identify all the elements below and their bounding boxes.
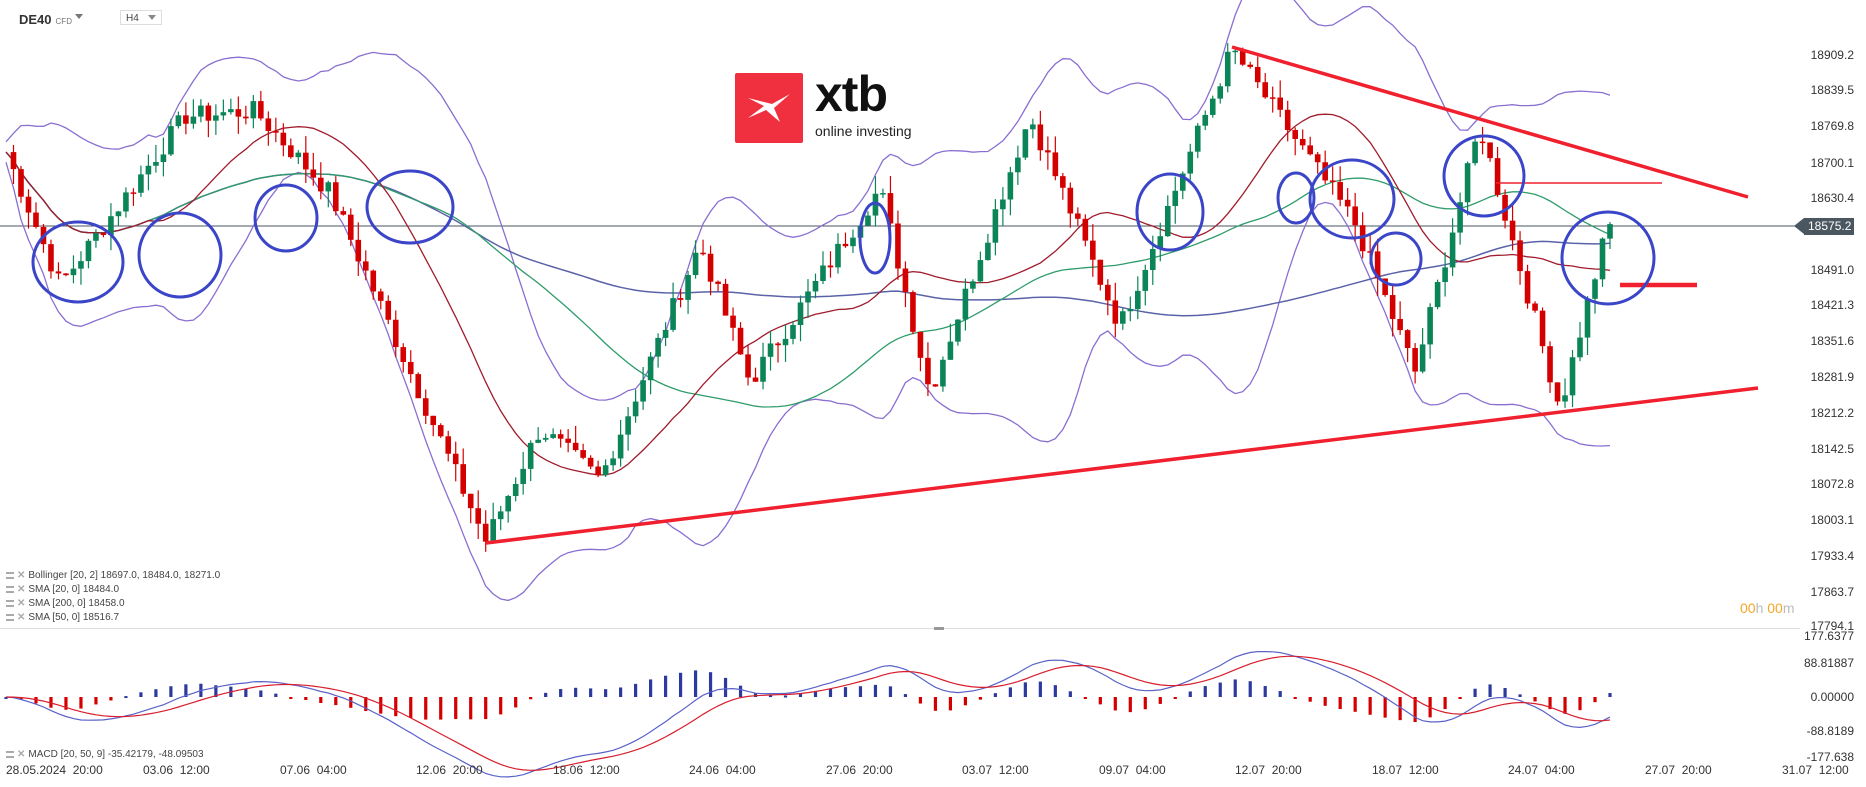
price-axis-label: 18351.6 — [1810, 334, 1854, 348]
time-axis-label: 12.07 20:00 — [1235, 763, 1302, 777]
indicator-legend-sma200: ✕ SMA [200, 0] 18458.0 — [6, 598, 125, 609]
annotation-circle — [858, 201, 892, 275]
price-axis-label: 18142.5 — [1810, 442, 1854, 456]
annotation-circle — [1135, 172, 1205, 252]
settings-icon[interactable] — [6, 571, 14, 579]
x-logo-icon — [748, 94, 790, 122]
annotation-circle — [365, 169, 455, 245]
settings-icon[interactable] — [6, 585, 14, 593]
time-axis-label: 27.07 20:00 — [1645, 763, 1712, 777]
settings-icon[interactable] — [6, 613, 14, 621]
price-axis-label: 18072.8 — [1810, 477, 1854, 491]
settings-icon[interactable] — [6, 750, 14, 758]
price-axis-label: 17863.7 — [1810, 585, 1854, 599]
indicator-legend-sma50: ✕ SMA [50, 0] 18516.7 — [6, 612, 119, 623]
price-axis-label: 18212.2 — [1810, 406, 1854, 420]
time-axis-label: 07.06 04:00 — [280, 763, 347, 777]
bollinger-lower — [5, 162, 1611, 602]
price-axis-label: 18003.1 — [1810, 513, 1854, 527]
indicator-legend-sma20: ✕ SMA [20, 0] 18484.0 — [6, 584, 119, 595]
close-icon[interactable]: ✕ — [17, 584, 26, 595]
indicator-legend-macd: ✕ MACD [20, 50, 9] -35.42179, -48.09503 — [6, 749, 204, 760]
timeframe-value: H4 — [126, 13, 139, 24]
macd-axis-label: 88.81887 — [1803, 656, 1854, 670]
macd-axis-label: -88.8189 — [1806, 724, 1854, 738]
settings-icon[interactable] — [6, 599, 14, 607]
time-axis-label: 24.06 04:00 — [689, 763, 756, 777]
annotation-circle — [1276, 171, 1316, 225]
macd-axis-label: 0.00000 — [1810, 690, 1854, 704]
instrument-type: CFD — [55, 17, 72, 26]
price-axis-label: 18421.3 — [1810, 298, 1854, 312]
current-price-tag: 18575.2 — [1794, 218, 1854, 235]
time-axis-label: 18.07 12:00 — [1372, 763, 1439, 777]
time-axis-label: 31.07 12:00 — [1782, 763, 1849, 777]
symbol-selector[interactable]: DE40 CFD — [19, 12, 72, 27]
annotation-circle — [31, 220, 125, 304]
chevron-down-icon — [148, 15, 156, 20]
annotation-circle — [137, 211, 223, 299]
time-axis-label: 09.07 04:00 — [1099, 763, 1166, 777]
bollinger-upper — [5, 0, 1611, 401]
macd-line — [5, 651, 1611, 778]
candle-countdown: 00h 00m — [1740, 600, 1795, 616]
close-icon[interactable]: ✕ — [17, 612, 26, 623]
logo-brand: xtb — [815, 66, 888, 122]
signal-line — [5, 655, 1611, 771]
close-icon[interactable]: ✕ — [17, 570, 26, 581]
macd-axis-label: 177.6377 — [1803, 629, 1854, 643]
annotation-circle — [1442, 134, 1526, 218]
xtb-logo: xtb online investing — [735, 66, 925, 145]
price-axis-label: 17933.4 — [1810, 549, 1854, 563]
annotation-circle — [253, 183, 319, 253]
price-axis-label: 18630.4 — [1810, 191, 1854, 205]
price-axis-label: 18909.2 — [1810, 48, 1854, 62]
timeframe-select[interactable]: H4 — [120, 10, 162, 25]
time-axis-label: 03.06 12:00 — [143, 763, 210, 777]
pane-divider — [0, 628, 1800, 629]
chart-toolbar: DE40 CFD H4 — [0, 0, 1866, 36]
descending-trendline — [1231, 45, 1749, 199]
logo-mark — [735, 73, 803, 143]
time-axis-label: 27.06 20:00 — [826, 763, 893, 777]
annotation-circle — [1308, 158, 1396, 240]
time-axis-label: 03.07 12:00 — [962, 763, 1029, 777]
time-axis-label: 12.06 20:00 — [416, 763, 483, 777]
logo-tagline: online investing — [815, 123, 912, 139]
macd-axis-label: -177.638 — [1806, 750, 1854, 764]
time-axis-label: 18.06 12:00 — [553, 763, 620, 777]
price-axis-label: 18700.1 — [1810, 156, 1854, 170]
annotation-circle — [1369, 231, 1423, 287]
ascending-trendline — [485, 386, 1759, 545]
time-axis-label: 28.05.2024 20:00 — [6, 763, 103, 777]
symbol-name: DE40 — [19, 12, 52, 27]
time-axis-label: 24.07 04:00 — [1508, 763, 1575, 777]
annotation-circle — [1560, 210, 1656, 306]
price-axis-label: 18769.8 — [1810, 119, 1854, 133]
price-axis-label: 18281.9 — [1810, 370, 1854, 384]
pane-resize-handle[interactable] — [934, 627, 944, 630]
price-axis-label: 18839.5 — [1810, 83, 1854, 97]
close-icon[interactable]: ✕ — [17, 749, 26, 760]
chevron-down-icon[interactable] — [75, 14, 83, 19]
indicator-legend-bollinger: ✕ Bollinger [20, 2] 18697.0, 18484.0, 182… — [6, 570, 220, 581]
price-axis-label: 17794.1 — [1810, 619, 1854, 633]
price-axis-label: 18491.0 — [1810, 263, 1854, 277]
close-icon[interactable]: ✕ — [17, 598, 26, 609]
